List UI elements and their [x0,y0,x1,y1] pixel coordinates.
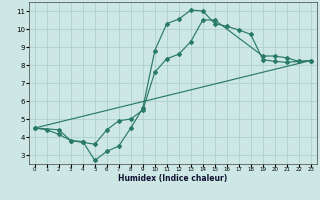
X-axis label: Humidex (Indice chaleur): Humidex (Indice chaleur) [118,174,228,183]
